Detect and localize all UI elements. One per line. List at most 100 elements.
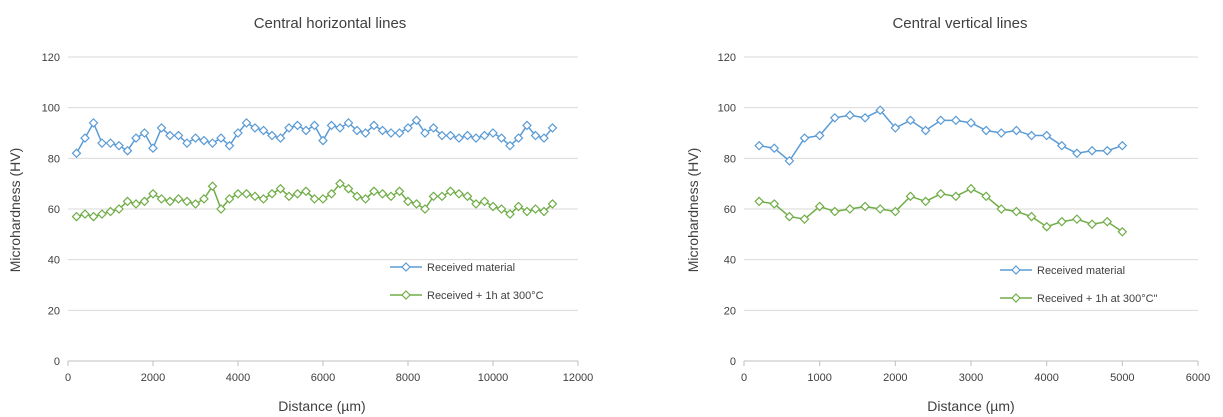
data-point — [301, 186, 311, 197]
y-tick-label: 80 — [48, 153, 60, 165]
data-point — [403, 123, 413, 133]
data-point — [258, 194, 269, 204]
x-axis-label: Distance (µm) — [927, 398, 1014, 414]
data-point — [173, 194, 184, 204]
y-axis-label: Microhardness (HV) — [7, 148, 23, 272]
x-tick-label: 0 — [741, 372, 747, 384]
data-point — [966, 183, 976, 194]
data-point — [148, 188, 158, 199]
data-point — [360, 128, 371, 138]
data-point — [814, 201, 825, 212]
y-tick-label: 60 — [724, 204, 736, 216]
data-point — [114, 140, 124, 151]
data-point — [769, 143, 780, 154]
data-point — [224, 140, 235, 151]
data-point — [352, 125, 362, 136]
data-point — [996, 204, 1007, 214]
data-point — [369, 120, 379, 131]
data-point — [182, 138, 192, 148]
data-point — [233, 128, 243, 138]
data-point — [951, 115, 961, 126]
x-tick-label: 3000 — [959, 372, 983, 384]
data-point — [799, 214, 810, 224]
data-point — [1087, 145, 1097, 156]
x-tick-label: 2000 — [141, 372, 165, 384]
data-point — [173, 130, 184, 141]
data-point — [1041, 221, 1052, 232]
data-point — [1041, 130, 1052, 141]
x-tick-label: 8000 — [396, 372, 420, 384]
x-tick-label: 6000 — [311, 372, 335, 384]
data-point — [394, 186, 405, 197]
data-point — [754, 196, 764, 207]
data-point — [513, 133, 524, 143]
data-point — [814, 130, 825, 141]
data-point — [275, 183, 286, 194]
data-point — [275, 133, 286, 143]
data-point — [829, 206, 840, 217]
data-point — [920, 125, 931, 136]
data-point — [890, 123, 901, 133]
data-point — [530, 204, 541, 214]
data-point — [386, 191, 396, 202]
legend-entry: Received material — [390, 262, 515, 274]
y-tick-label: 100 — [42, 103, 60, 115]
data-point — [190, 199, 201, 209]
y-tick-label: 40 — [48, 255, 60, 267]
y-tick-label: 120 — [42, 52, 60, 64]
data-point — [462, 191, 473, 202]
data-point — [1011, 125, 1022, 136]
data-point — [267, 188, 277, 199]
data-point — [454, 188, 464, 199]
data-point — [860, 201, 870, 212]
x-tick-label: 4000 — [226, 372, 250, 384]
data-point — [437, 130, 447, 141]
y-axis-label: Microhardness (HV) — [685, 148, 701, 272]
data-point — [88, 211, 99, 222]
data-point — [981, 125, 991, 136]
data-point — [71, 148, 82, 159]
legend-marker — [1011, 293, 1021, 303]
data-point — [784, 211, 795, 222]
data-point — [890, 206, 901, 217]
data-point — [369, 186, 379, 197]
legend-marker — [1011, 265, 1021, 275]
data-point — [1072, 214, 1082, 224]
data-point — [309, 120, 320, 131]
data-point — [250, 123, 260, 133]
data-point — [326, 188, 337, 199]
x-tick-label: 1000 — [807, 372, 831, 384]
data-point — [1011, 206, 1022, 217]
data-point — [318, 194, 328, 204]
x-axis-label: Distance (µm) — [278, 398, 365, 414]
data-point — [539, 133, 549, 143]
data-point — [241, 188, 252, 199]
data-point — [318, 135, 328, 146]
data-point — [522, 206, 532, 217]
series-received-plus-1h — [754, 183, 1128, 237]
data-point — [479, 196, 490, 207]
x-tick-label: 0 — [65, 372, 71, 384]
data-point — [479, 130, 490, 141]
chart-title: Central vertical lines — [892, 15, 1027, 32]
data-point — [1056, 216, 1067, 227]
x-tick-label: 2000 — [883, 372, 907, 384]
series-received-plus-1h — [71, 178, 558, 222]
data-point — [122, 145, 133, 156]
legend-label: Received + 1h at 300°C" — [1037, 293, 1158, 305]
data-point — [860, 112, 870, 123]
data-point — [131, 133, 141, 143]
data-point — [309, 194, 320, 204]
data-point — [454, 133, 464, 143]
data-point — [437, 191, 447, 202]
chart-vertical-lines: Central vertical lines Microhardness (HV… — [685, 15, 1210, 414]
y-tick-label: 120 — [718, 52, 736, 64]
gridlines: 0 20 40 60 80 100 120 — [718, 52, 1198, 368]
data-point — [966, 118, 976, 128]
data-point — [343, 183, 354, 194]
data-point — [428, 191, 439, 202]
data-point — [216, 133, 226, 143]
data-point — [377, 125, 388, 136]
data-point — [905, 191, 916, 202]
data-point — [547, 123, 558, 133]
